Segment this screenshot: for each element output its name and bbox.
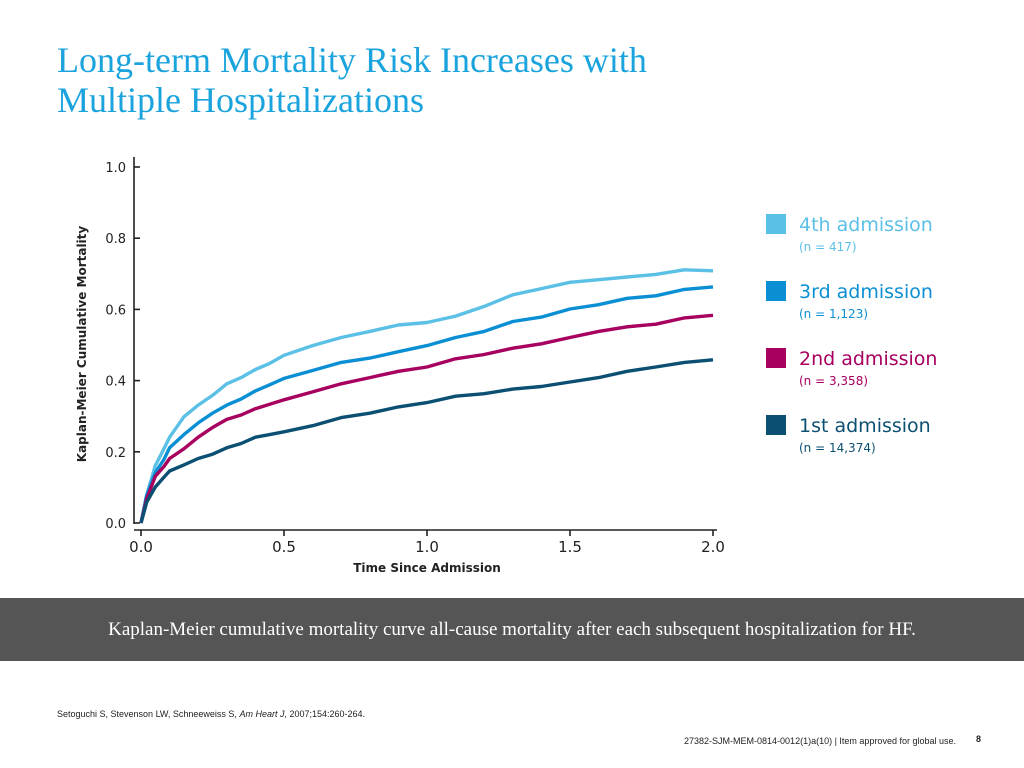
citation-authors: Setoguchi S, Stevenson LW, Schneeweiss S… [57,709,240,719]
legend-item-1st-admission: 1st admission (n = 14,374) [766,413,1006,480]
y-axis-label: Kaplan-Meier Cumulative Mortality [75,226,89,463]
legend-label-2nd-admission: 2nd admission [799,348,938,370]
slide-title-line-1: Long-term Mortality Risk Increases with [57,40,647,80]
series-line-4th-admission [139,268,714,524]
footer-code: 27382-SJM-MEM-0814-0012(1)a(10) | Item a… [684,736,956,746]
legend-n-3rd-admission: (n = 1,123) [799,307,869,321]
kaplan-meier-chart: 0.0 0.2 0.4 0.6 0.8 1.0 0.0 0.5 1.0 1.5 2.0 Kapla… [75,157,725,575]
x-axis-label: Time Since Admission [353,561,501,575]
x-tick-label: 0.5 [272,538,296,556]
legend-swatch-2nd-admission [766,348,786,368]
caption-text: Kaplan-Meier cumulative mortality curve … [108,619,916,640]
legend-n-2nd-admission: (n = 3,358) [799,374,869,388]
citation-journal: Am Heart J, [239,709,287,719]
legend-swatch-3rd-admission [766,281,786,301]
legend-label-3rd-admission: 3rd admission [799,281,933,303]
citation: Setoguchi S, Stevenson LW, Schneeweiss S… [57,709,365,719]
x-tick-label: 1.0 [415,538,439,556]
chart-legend: 4th admission (n = 417) 3rd admission (n… [766,212,1006,480]
legend-item-3rd-admission: 3rd admission (n = 1,123) [766,279,1006,346]
series-line-3rd-admission [139,285,714,524]
x-tick-label: 1.5 [558,538,582,556]
series-line-1st-admission [139,358,714,524]
y-tick-label: 0.2 [105,446,126,461]
legend-label-1st-admission: 1st admission [799,415,931,437]
legend-n-4th-admission: (n = 417) [799,240,857,254]
legend-n-1st-admission: (n = 14,374) [799,441,876,455]
citation-rest: 2007;154:260-264. [286,709,366,719]
legend-swatch-1st-admission [766,415,786,435]
x-axis: 0.0 0.5 1.0 1.5 2.0 [129,529,725,556]
page-number: 8 [976,734,982,744]
y-tick-label: 0.0 [105,517,126,532]
plot-lines [139,268,714,524]
slide-title: Long-term Mortality Risk Increases with … [57,40,957,120]
slide-title-line-2: Multiple Hospitalizations [57,80,424,120]
y-tick-label: 0.6 [105,303,126,318]
caption-bar: Kaplan-Meier cumulative mortality curve … [0,598,1024,661]
y-axis: 0.0 0.2 0.4 0.6 0.8 1.0 [105,157,140,532]
x-tick-label: 0.0 [129,538,153,556]
legend-item-2nd-admission: 2nd admission (n = 3,358) [766,346,1006,413]
y-tick-label: 1.0 [105,161,126,176]
series-line-2nd-admission [139,313,714,524]
y-tick-label: 0.4 [105,375,126,390]
x-tick-label: 2.0 [701,538,725,556]
y-tick-label: 0.8 [105,232,126,247]
legend-label-4th-admission: 4th admission [799,214,933,236]
legend-swatch-4th-admission [766,214,786,234]
legend-item-4th-admission: 4th admission (n = 417) [766,212,1006,279]
